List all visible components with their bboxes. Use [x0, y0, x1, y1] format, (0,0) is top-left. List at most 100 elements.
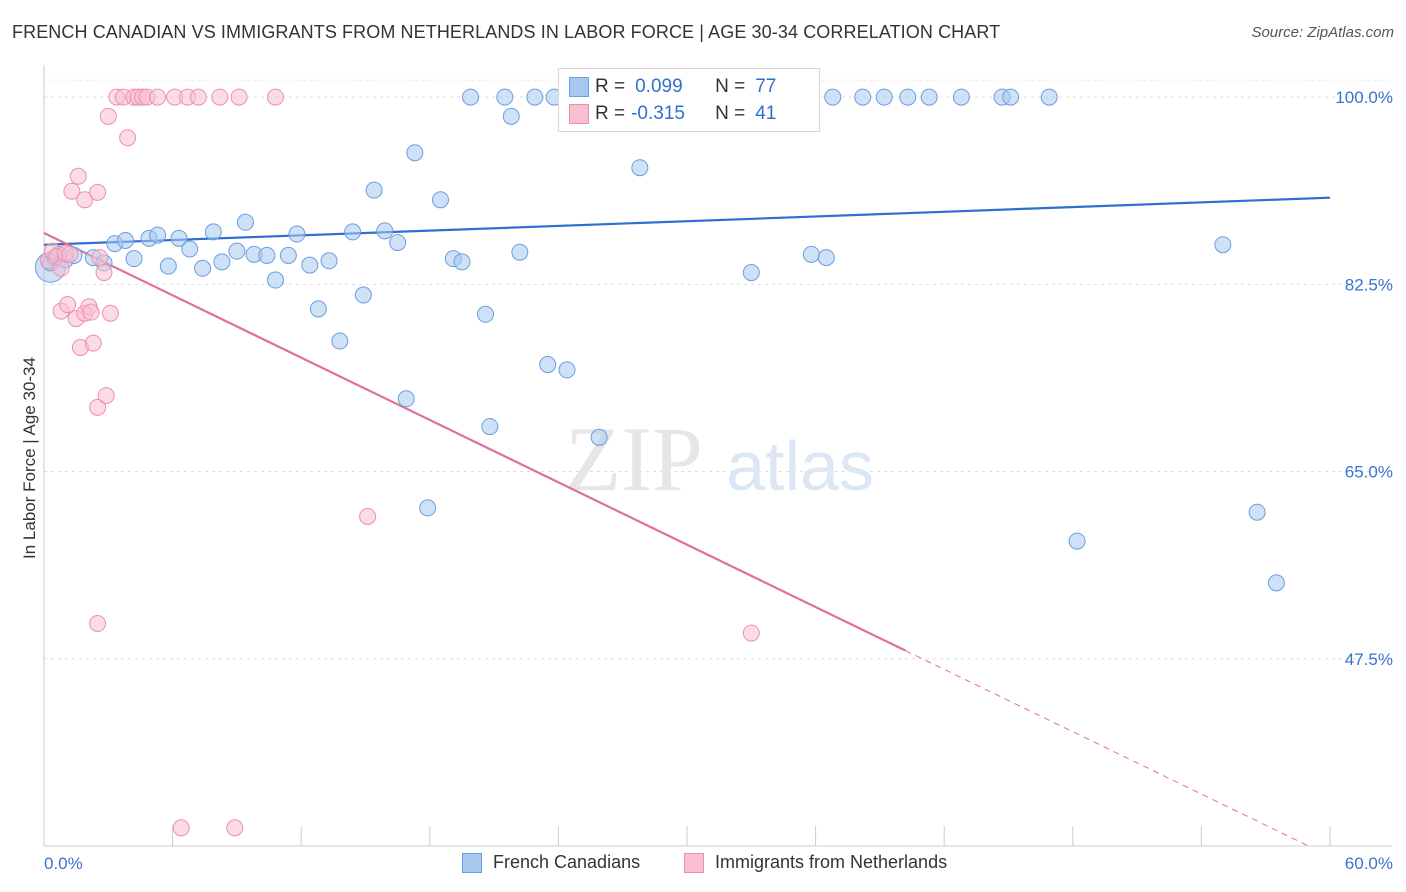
point-french-canadians: [1040, 88, 1058, 106]
point-french-canadians: [236, 213, 254, 231]
legend-r-label: R =: [595, 103, 626, 124]
point-french-canadians: [477, 305, 495, 323]
point-french-canadians: [320, 252, 338, 270]
point-netherlands: [230, 88, 248, 106]
point-french-canadians: [376, 222, 394, 240]
point-french-canadians: [558, 361, 576, 379]
legend-n-value: 77: [755, 76, 777, 97]
point-netherlands: [82, 303, 100, 321]
point-french-canadians: [481, 418, 499, 436]
tick-labels: 100.0% 82.5% 65.0% 47.5% 0.0% 60.0%: [44, 88, 1393, 873]
point-french-canadians: [511, 243, 529, 261]
chart-title: FRENCH CANADIAN VS IMMIGRANTS FROM NETHE…: [12, 22, 1001, 42]
legend-n-label: N =: [715, 76, 746, 97]
x-tick-label: 60.0%: [1345, 854, 1393, 873]
point-french-canadians: [802, 245, 820, 263]
point-french-canadians: [631, 159, 649, 177]
y-tick-label: 47.5%: [1345, 650, 1393, 669]
legend-r-value: 0.099: [635, 76, 683, 97]
y-tick-label: 82.5%: [1345, 275, 1393, 294]
point-french-canadians: [301, 256, 319, 274]
trend-line-netherlands-extension: [905, 650, 1309, 847]
point-netherlands: [119, 129, 137, 147]
point-french-canadians: [854, 88, 872, 106]
point-french-canadians: [432, 191, 450, 209]
point-netherlands: [91, 249, 109, 267]
chart-source: Source: ZipAtlas.com: [1251, 24, 1394, 41]
point-french-canadians: [288, 225, 306, 243]
point-netherlands: [359, 507, 377, 525]
bottom-legend-swatch-pink: [684, 852, 704, 873]
point-netherlands: [61, 245, 79, 263]
legend-n-value: 41: [755, 103, 777, 124]
point-french-canadians: [952, 88, 970, 106]
point-netherlands: [52, 259, 70, 277]
point-french-canadians: [899, 88, 917, 106]
point-french-canadians: [228, 242, 246, 260]
point-netherlands: [63, 182, 81, 200]
point-french-canadians: [331, 332, 349, 350]
bottom-legend-netherlands: Immigrants from Netherlands: [684, 852, 947, 873]
stats-legend: R = 0.099 N = 77 R = -0.315 N = 41: [558, 68, 820, 132]
point-netherlands: [226, 819, 244, 837]
x-tick-label: 0.0%: [44, 854, 83, 873]
trend-line-french-canadians: [43, 196, 1331, 246]
point-french-canadians: [462, 88, 480, 106]
point-netherlands: [89, 398, 107, 416]
legend-row-netherlands: R = -0.315 N = 41: [569, 101, 777, 127]
point-netherlands: [742, 624, 760, 642]
point-french-canadians: [258, 246, 276, 264]
point-french-canadians: [170, 229, 188, 247]
point-french-canadians: [194, 259, 212, 277]
point-french-canadians: [389, 234, 407, 252]
point-netherlands: [89, 614, 107, 632]
point-french-canadians: [419, 499, 437, 517]
bottom-legend-swatch-blue: [462, 852, 482, 873]
y-tick-label: 100.0%: [1335, 88, 1393, 107]
legend-r-label: R =: [595, 76, 626, 97]
legend-swatch-blue: [569, 77, 589, 97]
point-netherlands: [211, 88, 229, 106]
point-french-canadians: [309, 300, 327, 318]
point-netherlands: [172, 819, 190, 837]
point-french-canadians: [742, 264, 760, 282]
watermark-atlas: atlas: [726, 427, 874, 505]
bottom-legend-label: French Canadians: [493, 852, 641, 872]
point-french-canadians: [1248, 503, 1266, 521]
point-netherlands: [189, 88, 207, 106]
point-netherlands: [59, 296, 77, 314]
point-french-canadians: [116, 231, 134, 249]
point-netherlands: [266, 88, 284, 106]
point-netherlands: [149, 88, 167, 106]
point-french-canadians: [204, 223, 222, 241]
point-netherlands: [101, 304, 119, 322]
point-netherlands: [69, 167, 87, 185]
point-french-canadians: [496, 88, 514, 106]
grid: [44, 79, 1392, 660]
trend-lines: [43, 196, 1331, 847]
watermark-zip: ZIP: [565, 408, 703, 510]
point-french-canadians: [1068, 532, 1086, 550]
point-french-canadians: [181, 240, 199, 258]
bottom-legend-french-canadians: French Canadians: [462, 852, 640, 873]
point-french-canadians: [159, 257, 177, 275]
point-netherlands: [97, 387, 115, 405]
point-netherlands: [95, 264, 113, 282]
point-french-canadians: [502, 107, 520, 125]
axes: [43, 65, 1392, 847]
legend-row-french-canadians: R = 0.099 N = 77: [569, 74, 777, 100]
point-french-canadians: [397, 390, 415, 408]
point-french-canadians: [1214, 236, 1232, 254]
point-french-canadians: [354, 286, 372, 304]
point-netherlands: [89, 183, 107, 201]
point-french-canadians: [824, 88, 842, 106]
point-netherlands: [76, 191, 94, 209]
point-french-canadians: [817, 249, 835, 267]
point-french-canadians: [344, 223, 362, 241]
point-french-canadians: [266, 271, 284, 289]
point-netherlands: [99, 107, 117, 125]
point-french-canadians: [149, 226, 167, 244]
point-french-canadians: [590, 428, 608, 446]
bottom-legend-label: Immigrants from Netherlands: [715, 852, 948, 872]
point-french-canadians: [920, 88, 938, 106]
